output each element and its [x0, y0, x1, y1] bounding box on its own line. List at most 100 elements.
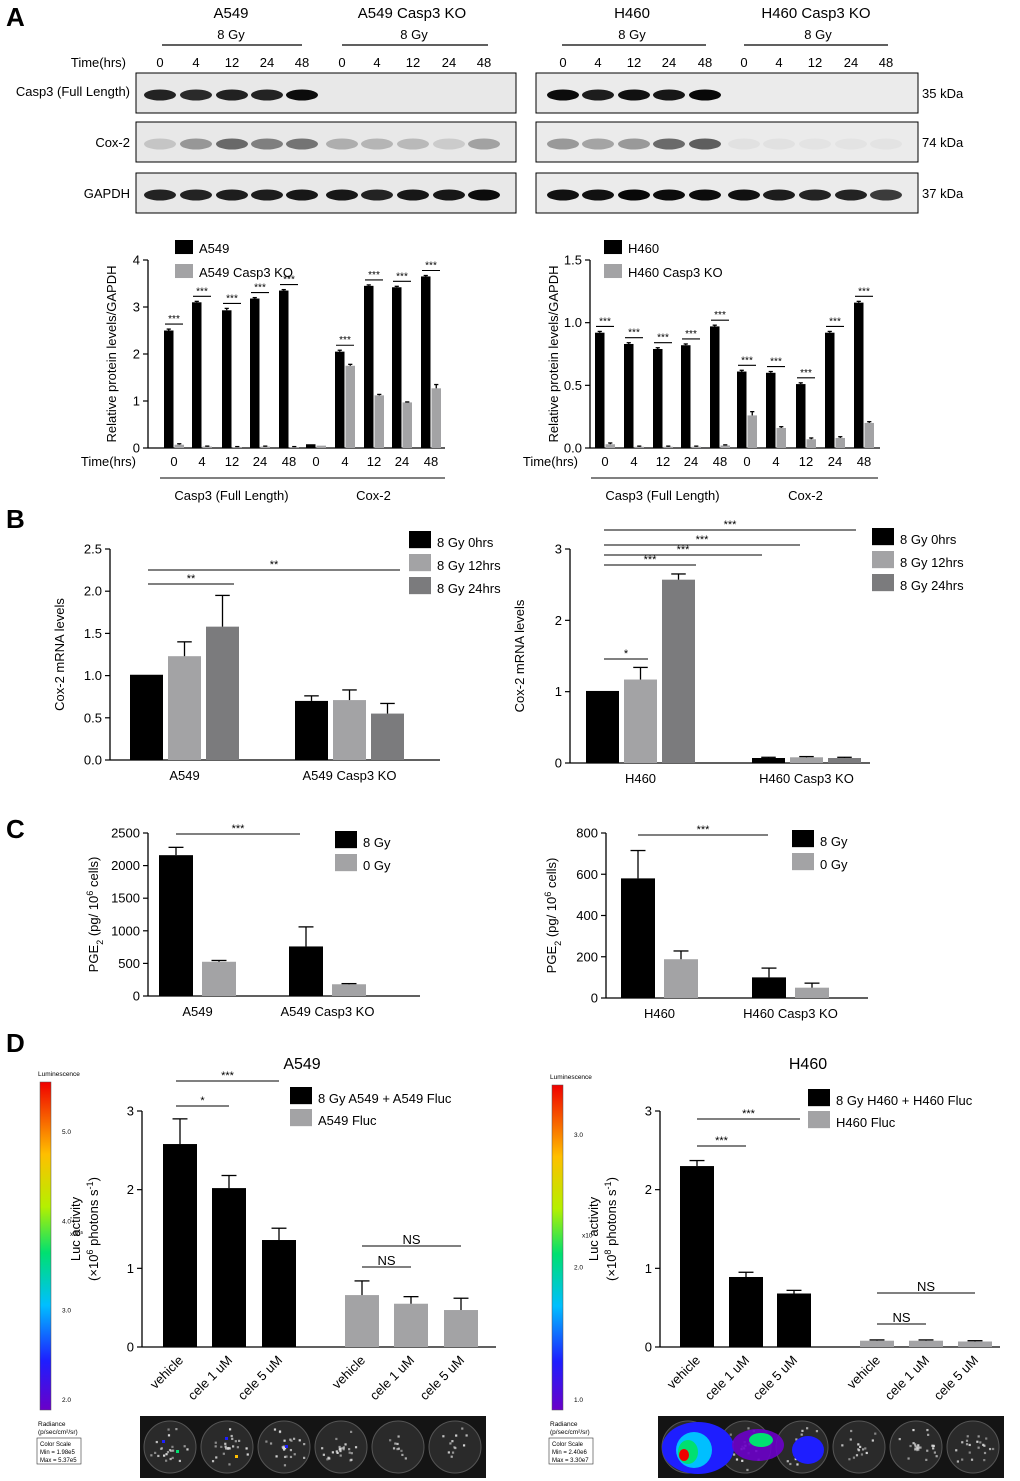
image-speck	[914, 1443, 917, 1446]
bar	[279, 290, 289, 448]
bar	[776, 427, 786, 448]
bar	[747, 415, 757, 448]
blot-row-label: Casp3 (Full Length)	[16, 84, 130, 99]
y-tick-label: 0	[133, 441, 140, 456]
y-tick-label: 0	[645, 1340, 652, 1355]
image-speck	[303, 1442, 306, 1446]
signal-speck	[162, 1440, 165, 1443]
blot-band	[216, 89, 248, 101]
y-tick-label: 1.5	[564, 253, 582, 268]
legend-label: A549	[199, 241, 229, 256]
image-speck	[344, 1443, 347, 1446]
image-speck	[966, 1435, 969, 1438]
x-tick-label: cele 5 uM	[417, 1353, 467, 1403]
image-speck	[401, 1453, 404, 1457]
y-tick-label: 2	[133, 347, 140, 362]
legend-label: 8 Gy	[363, 835, 391, 850]
image-speck	[955, 1449, 958, 1452]
bar	[168, 656, 201, 760]
significance-label: ***	[858, 286, 870, 297]
image-speck	[228, 1428, 232, 1431]
y-axis-label-units: (×106 photons s-1)	[85, 1177, 101, 1281]
image-speck	[348, 1451, 351, 1454]
image-speck	[265, 1440, 268, 1443]
image-speck	[733, 1453, 736, 1456]
image-speck	[746, 1468, 749, 1472]
color-scale-box	[36, 1437, 82, 1465]
x-tick-label: cele 1 uM	[185, 1353, 235, 1403]
image-speck	[451, 1440, 454, 1443]
signal-speck	[225, 1437, 228, 1440]
color-scale-max: Max = 3.30e7	[552, 1458, 589, 1464]
colorbar-exponent: x105	[70, 1230, 83, 1239]
image-speck	[860, 1453, 864, 1456]
image-speck	[246, 1453, 249, 1456]
image-speck	[453, 1446, 456, 1449]
colorbar-tick: 5.0	[62, 1129, 71, 1136]
y-axis-label: Cox-2 mRNA levels	[52, 598, 67, 711]
blot-band	[286, 89, 318, 101]
bar	[737, 371, 747, 448]
well	[314, 1420, 368, 1474]
image-speck	[165, 1459, 168, 1462]
image-speck	[167, 1434, 171, 1437]
bar	[364, 285, 374, 448]
x-tick-label: 12	[799, 454, 813, 469]
legend-label: 0 Gy	[363, 858, 391, 873]
legend-label: 8 Gy 12hrs	[900, 555, 964, 570]
blot-band	[433, 189, 465, 201]
image-speck	[396, 1447, 399, 1451]
significance-label: *	[200, 1095, 205, 1107]
significance-label: ***	[800, 368, 812, 379]
image-speck	[321, 1447, 324, 1450]
color-scale-max: Max = 5.37e5	[40, 1458, 77, 1464]
bar	[402, 402, 412, 448]
legend-swatch	[792, 853, 814, 871]
image-speck	[224, 1442, 227, 1445]
blot-band	[468, 189, 500, 201]
y-tick-label: 1.0	[84, 668, 102, 683]
colorbar-exponent-part: 5	[80, 1230, 83, 1235]
y-tick-label: 1	[555, 684, 562, 699]
image-speck	[926, 1449, 929, 1452]
x-tick-label: 12	[656, 454, 670, 469]
blot-dose-h460-ko: 8 Gy	[804, 27, 832, 42]
x-tick-label: 4	[630, 454, 637, 469]
image-speck	[857, 1449, 861, 1452]
image-speck	[269, 1442, 273, 1445]
image-speck	[917, 1444, 920, 1447]
significance-label: ***	[657, 333, 669, 344]
bar	[586, 690, 619, 763]
chart-C_left: 0 500 1000 1500 2000 2500 A549 A549 Casp3 KO PGE…	[85, 823, 420, 1019]
image-speck	[400, 1449, 403, 1452]
blot-time-tick: 0	[559, 55, 566, 70]
legend-swatch	[808, 1111, 830, 1129]
legend-label: 8 Gy 24hrs	[437, 581, 501, 596]
legend-swatch	[872, 528, 894, 546]
legend-swatch	[409, 554, 431, 572]
image-speck	[461, 1427, 464, 1430]
image-speck	[169, 1457, 172, 1461]
image-speck	[935, 1455, 938, 1458]
blot-band	[689, 189, 721, 201]
bar	[624, 679, 657, 763]
image-speck	[926, 1428, 929, 1432]
bar	[795, 987, 829, 998]
bar	[444, 1310, 478, 1347]
y-axis-label-units-part: -1	[603, 1181, 613, 1189]
image-speck	[228, 1463, 231, 1466]
image-speck	[914, 1445, 917, 1448]
chart-B_left: 0.0 0.5 1.0 1.5 2.0 2.5 A549 A549 Casp3 KO Cox-2…	[52, 531, 501, 783]
blot-row-label: GAPDH	[84, 186, 130, 201]
blot-band	[361, 189, 393, 201]
image-speck	[154, 1451, 157, 1455]
y-axis-label-units-part: )	[86, 1177, 101, 1181]
image-speck	[917, 1448, 920, 1451]
y-tick-label: 1	[645, 1261, 652, 1276]
image-speck	[342, 1448, 345, 1451]
image-speck	[848, 1458, 851, 1461]
color-scale-title: Color Scale	[552, 1442, 584, 1448]
image-speck	[335, 1437, 338, 1441]
image-speck	[285, 1455, 288, 1458]
x-tick-label: 48	[282, 454, 296, 469]
